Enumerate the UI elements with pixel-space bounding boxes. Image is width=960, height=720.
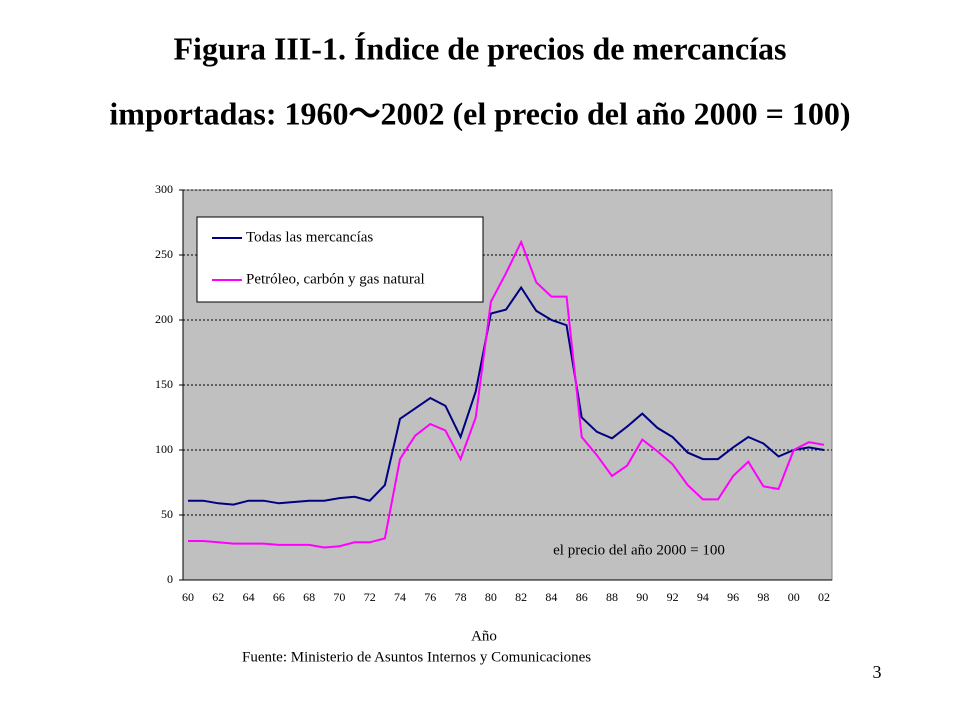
x-tick-label: 74 — [394, 590, 406, 604]
x-tick-label: 82 — [515, 590, 527, 604]
x-tick-label: 70 — [333, 590, 345, 604]
x-tick-label: 96 — [727, 590, 739, 604]
x-tick-label: 00 — [788, 590, 800, 604]
x-tick-label: 78 — [455, 590, 467, 604]
x-tick-label: 88 — [606, 590, 618, 604]
x-tick-label: 94 — [697, 590, 709, 604]
y-tick-label: 300 — [155, 182, 173, 196]
y-tick-label: 50 — [161, 507, 173, 521]
x-tick-label: 62 — [212, 590, 224, 604]
series-line — [188, 239, 825, 549]
x-tick-label: 98 — [757, 590, 769, 604]
x-tick-label: 60 — [182, 590, 194, 604]
legend-label: Petróleo, carbón y gas natural — [246, 271, 425, 287]
x-tick-label: 66 — [273, 590, 285, 604]
x-tick-label: 84 — [545, 590, 557, 604]
x-axis-label: Año — [471, 628, 497, 644]
y-tick-label: 100 — [155, 442, 173, 456]
y-tick-label: 0 — [167, 572, 173, 586]
title-line: importadas: 1960～2002 (el precio del año… — [109, 95, 850, 131]
legend-box — [196, 216, 484, 303]
x-tick-label: 64 — [243, 590, 255, 604]
x-tick-label: 90 — [636, 590, 648, 604]
x-tick-label: 76 — [424, 590, 436, 604]
series-line — [188, 285, 825, 506]
annotation: el precio del año 2000 = 100 — [553, 542, 725, 558]
legend-label: Todas las mercancías — [246, 229, 373, 245]
x-tick-label: 80 — [485, 590, 497, 604]
title-line: Figura III-1. Índice de precios de merca… — [174, 30, 787, 66]
x-tick-label: 92 — [667, 590, 679, 604]
source: Fuente: Ministerio de Asuntos Internos y… — [242, 649, 591, 665]
y-tick-label: 250 — [155, 247, 173, 261]
y-tick-label: 150 — [155, 377, 173, 391]
y-tick-label: 200 — [155, 312, 173, 326]
page-number: 3 — [873, 662, 882, 682]
x-tick-label: 86 — [576, 590, 588, 604]
x-tick-label: 68 — [303, 590, 315, 604]
x-tick-label: 02 — [818, 590, 830, 604]
x-tick-label: 72 — [364, 590, 376, 604]
